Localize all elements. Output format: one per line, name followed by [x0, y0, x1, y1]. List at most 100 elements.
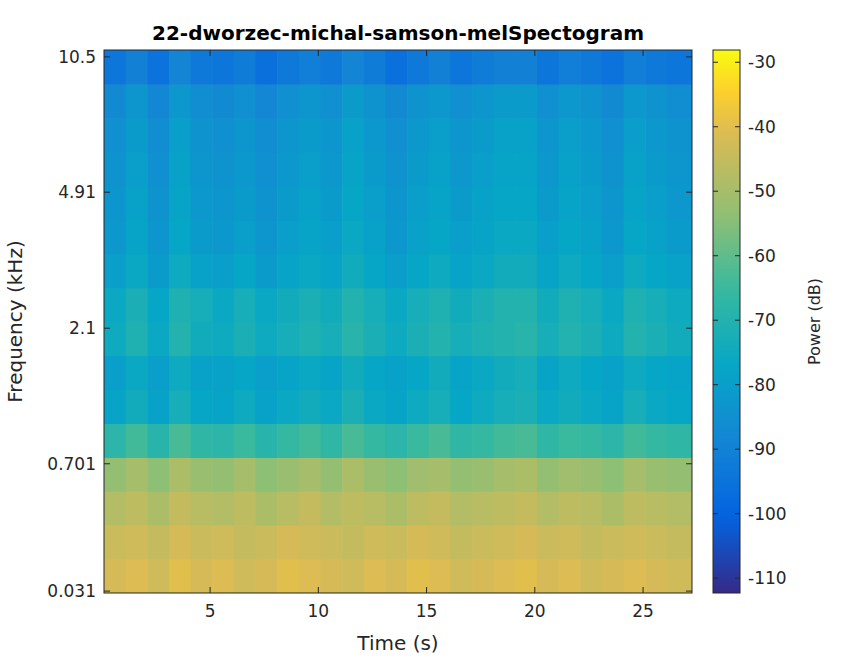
- cell: [169, 559, 191, 593]
- cell: [472, 220, 494, 254]
- cell: [624, 457, 646, 492]
- cell: [256, 356, 278, 391]
- cell: [212, 152, 234, 187]
- cell: [256, 390, 278, 424]
- colorbar-tick-label: -30: [748, 52, 776, 72]
- cell: [602, 50, 624, 85]
- cells: [104, 50, 692, 593]
- cell: [645, 390, 667, 424]
- cell: [494, 457, 516, 492]
- cell: [147, 525, 169, 560]
- cell: [472, 84, 494, 119]
- cell: [559, 491, 581, 526]
- cell: [494, 220, 516, 254]
- cell: [104, 356, 126, 391]
- cell: [234, 491, 256, 526]
- cell: [559, 152, 581, 187]
- cell: [472, 152, 494, 187]
- cell: [234, 186, 256, 221]
- cell: [645, 50, 667, 85]
- cell: [407, 220, 429, 254]
- cell: [277, 254, 299, 289]
- cell: [559, 322, 581, 357]
- cell: [169, 50, 191, 85]
- cell: [580, 457, 602, 492]
- cell: [450, 288, 472, 323]
- cell: [624, 322, 646, 357]
- cell: [559, 457, 581, 492]
- cell: [126, 288, 148, 323]
- cell: [256, 84, 278, 119]
- x-tick-label: 20: [524, 601, 546, 621]
- cell: [472, 322, 494, 357]
- cell: [385, 491, 407, 526]
- cell: [537, 457, 559, 492]
- cell: [299, 50, 321, 85]
- cell: [472, 356, 494, 391]
- x-tick: [318, 587, 319, 593]
- cell: [256, 423, 278, 458]
- cell: [580, 288, 602, 323]
- cell: [320, 457, 342, 492]
- cell: [602, 491, 624, 526]
- cell: [277, 423, 299, 458]
- y-tick: [104, 328, 110, 329]
- cell: [212, 186, 234, 221]
- cell: [515, 491, 537, 526]
- cell: [277, 118, 299, 152]
- cell: [212, 84, 234, 119]
- cell: [147, 356, 169, 391]
- cell: [580, 152, 602, 187]
- cell: [191, 50, 213, 85]
- cell: [342, 84, 364, 119]
- cell: [191, 525, 213, 560]
- cell: [450, 559, 472, 593]
- colorbar-tick: [713, 513, 718, 514]
- cell: [299, 186, 321, 221]
- cell: [147, 559, 169, 593]
- cell: [277, 491, 299, 526]
- cell: [320, 152, 342, 187]
- cell: [429, 525, 451, 560]
- cell: [515, 50, 537, 85]
- y-tick: [104, 56, 110, 57]
- cell: [212, 491, 234, 526]
- cell: [191, 84, 213, 119]
- cell: [299, 152, 321, 187]
- x-tick: [534, 587, 535, 593]
- cell: [645, 525, 667, 560]
- cell: [191, 423, 213, 458]
- cell: [147, 491, 169, 526]
- colorbar-label: Power (dB): [805, 278, 824, 365]
- cell: [429, 220, 451, 254]
- cell: [385, 322, 407, 357]
- chart: 5101520250.0310.7012.14.9110.522-dworzec…: [0, 0, 859, 667]
- cell: [191, 254, 213, 289]
- cell: [234, 220, 256, 254]
- cell: [299, 525, 321, 560]
- cell: [147, 220, 169, 254]
- cell: [450, 525, 472, 560]
- cell: [104, 457, 126, 492]
- cell: [277, 322, 299, 357]
- cell: [450, 322, 472, 357]
- cell: [450, 390, 472, 424]
- cell: [212, 356, 234, 391]
- colorbar-tick: [713, 62, 718, 63]
- cell: [559, 356, 581, 391]
- cell: [515, 288, 537, 323]
- colorbar-tick: [735, 255, 740, 256]
- cell: [320, 423, 342, 458]
- cell: [580, 356, 602, 391]
- cell: [256, 186, 278, 221]
- cell: [645, 118, 667, 152]
- cell: [645, 288, 667, 323]
- cell: [126, 423, 148, 458]
- x-tick: [426, 50, 427, 56]
- cell: [515, 84, 537, 119]
- cell: [429, 491, 451, 526]
- plot-frame: [104, 50, 692, 593]
- cell: [169, 322, 191, 357]
- cell: [515, 254, 537, 289]
- cell: [407, 118, 429, 152]
